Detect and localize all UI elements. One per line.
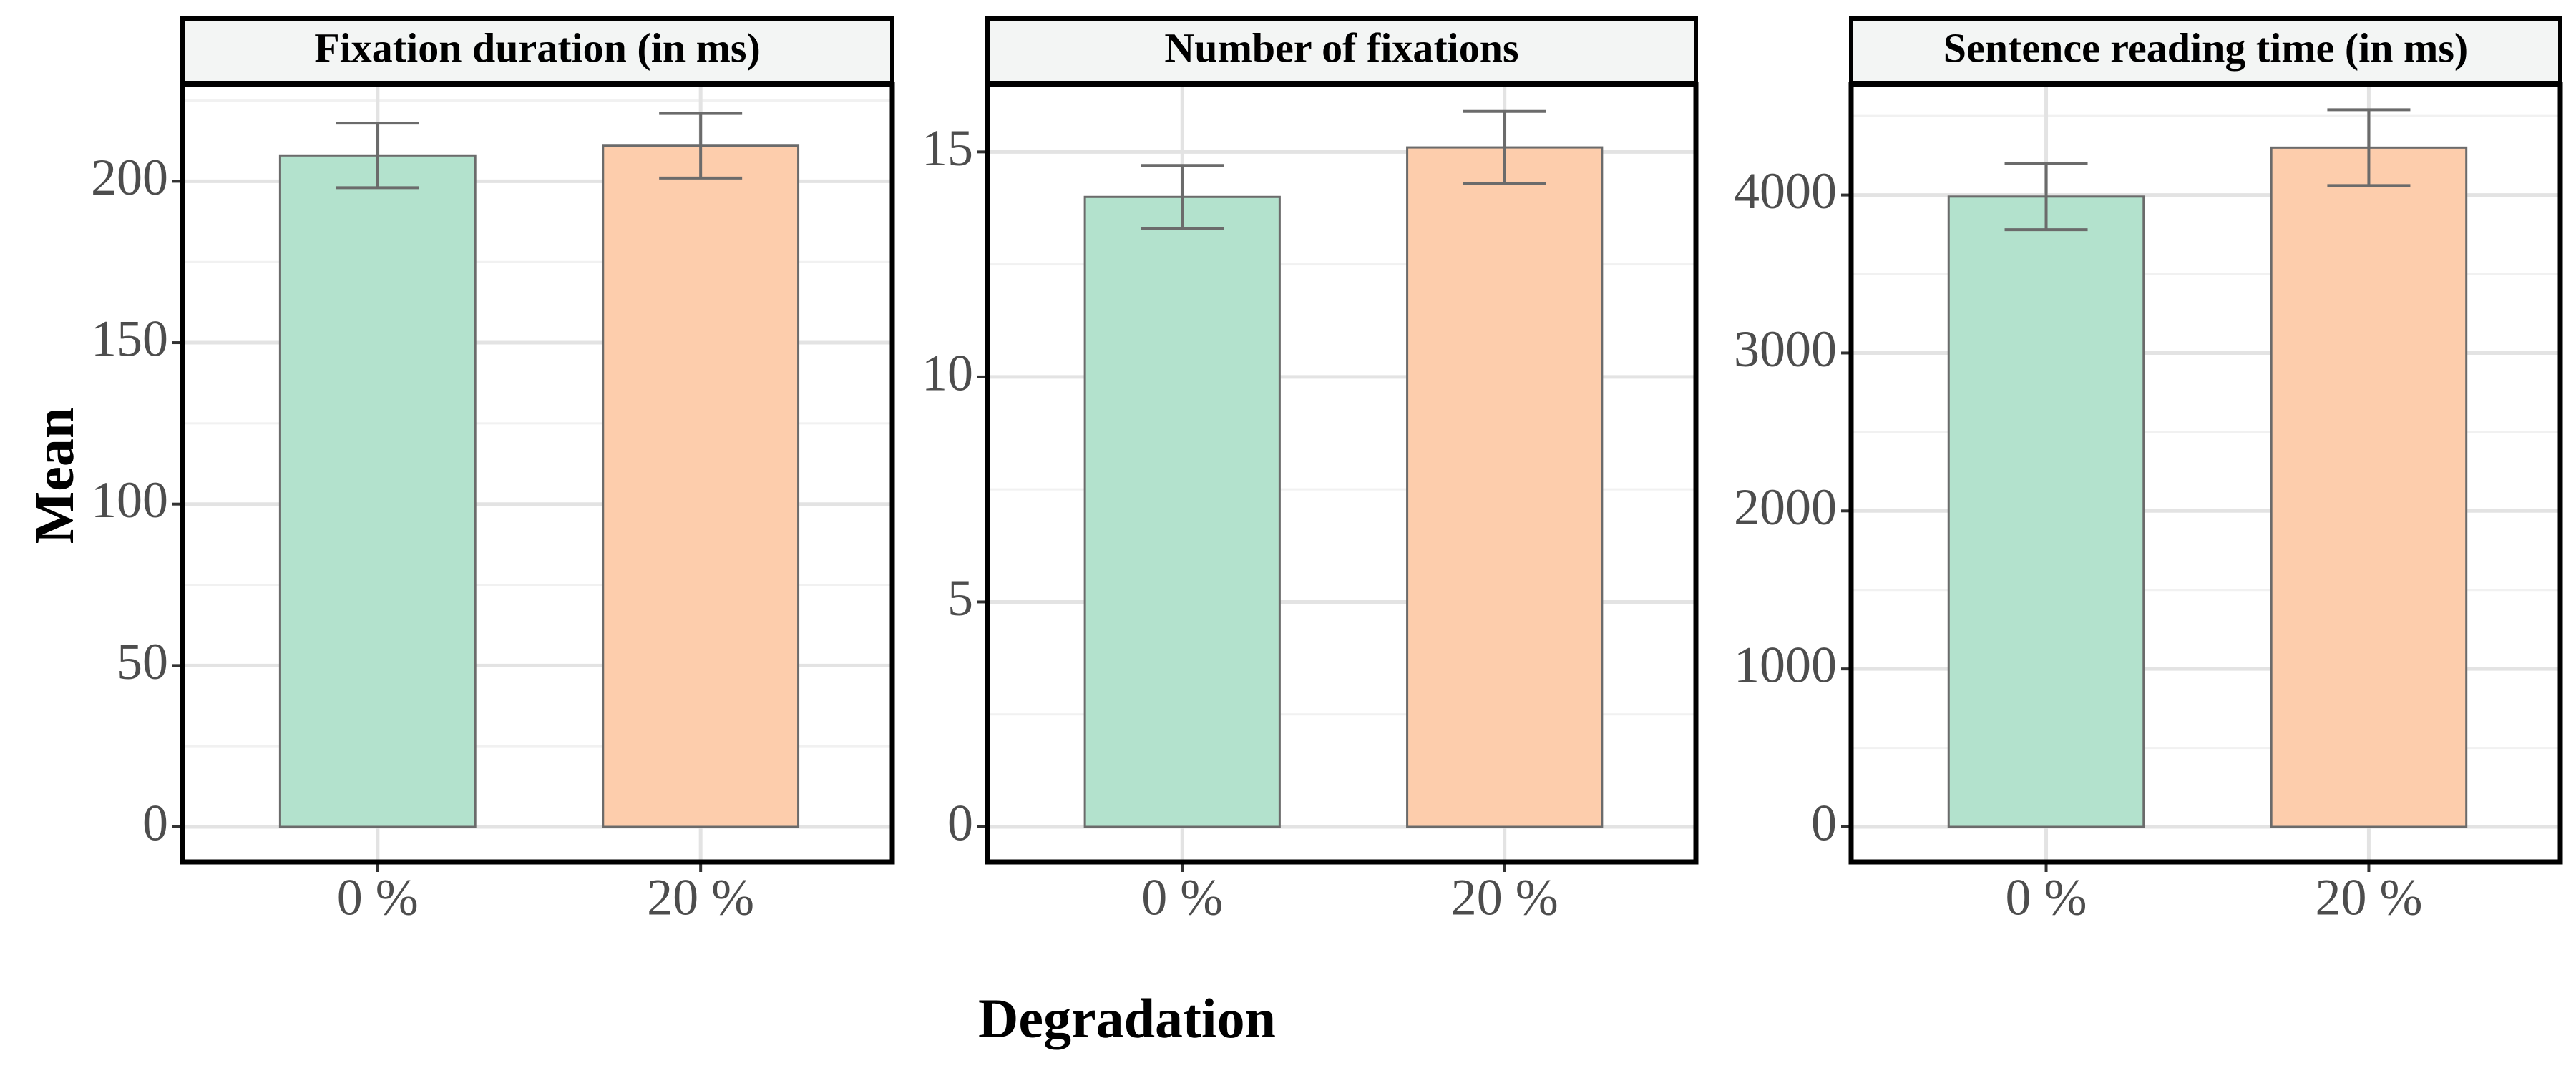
bar — [1083, 195, 1281, 828]
y-tick-label: 150 — [91, 310, 168, 368]
y-tick-label: 10 — [922, 344, 973, 401]
x-tick-label: 0 % — [2006, 869, 2087, 926]
x-tick-label: 20 % — [1451, 869, 1558, 926]
panel-title: Sentence reading time (in ms) — [1943, 24, 2469, 71]
x-tick-label: 20 % — [647, 869, 754, 926]
y-axis-title: Mean — [23, 408, 85, 544]
x-tick-label: 0 % — [1141, 869, 1223, 926]
x-axis-title: Degradation — [978, 987, 1276, 1049]
x-tick-label: 0 % — [337, 869, 419, 926]
panel-title: Number of fixations — [1164, 24, 1518, 71]
bar — [1406, 146, 1604, 828]
panel-title: Fixation duration (in ms) — [314, 24, 761, 71]
bar — [602, 144, 800, 828]
y-tick-label: 5 — [947, 569, 973, 627]
bar — [278, 154, 477, 828]
y-tick-label: 0 — [947, 795, 973, 852]
strip-background — [1849, 16, 2562, 85]
y-tick-label: 3000 — [1734, 320, 1837, 378]
panel-2: 0 % 20 % 0 5 10 15 Number of fixations — [922, 16, 1699, 926]
y-tick-label: 2000 — [1734, 479, 1837, 536]
y-tick-label: 0 — [142, 795, 168, 852]
y-tick-label: 1000 — [1734, 637, 1837, 694]
y-tick-label: 100 — [91, 471, 168, 529]
bar — [1947, 195, 2145, 828]
strip-background — [180, 16, 894, 85]
y-tick-label: 200 — [91, 149, 168, 206]
bar — [2270, 146, 2468, 828]
y-tick-label: 15 — [922, 119, 973, 177]
y-tick-label: 50 — [117, 633, 168, 690]
panel-3: 0 % 20 % 0 1000 2000 3000 4000 Sentence reading… — [1734, 16, 2563, 926]
y-tick-label: 4000 — [1734, 162, 1837, 220]
x-tick-label: 20 % — [2315, 869, 2422, 926]
strip-background — [985, 16, 1698, 85]
panel-1: 0 % 20 % 0 50 100 150 200 Fixation duration (in… — [91, 16, 895, 926]
y-tick-label: 0 — [1811, 795, 1837, 852]
